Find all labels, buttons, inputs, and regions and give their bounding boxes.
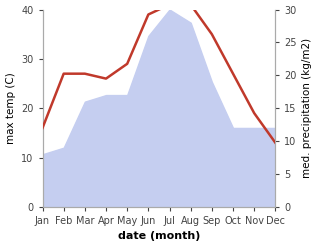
X-axis label: date (month): date (month) [118, 231, 200, 242]
Y-axis label: max temp (C): max temp (C) [5, 72, 16, 144]
Y-axis label: med. precipitation (kg/m2): med. precipitation (kg/m2) [302, 38, 313, 178]
